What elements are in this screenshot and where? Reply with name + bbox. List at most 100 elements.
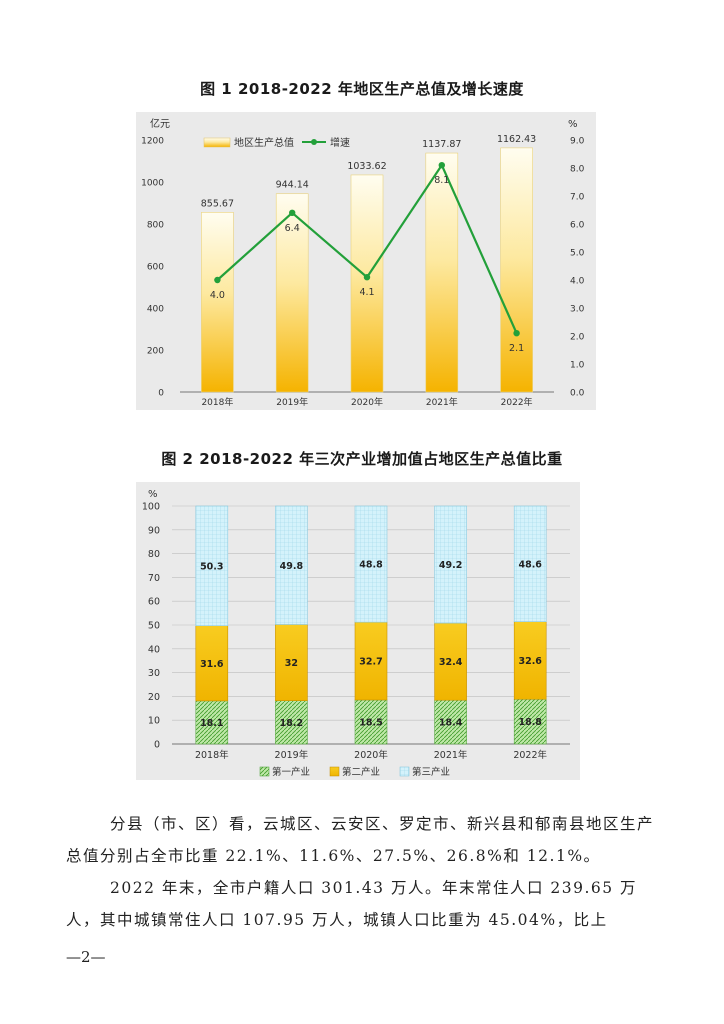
legend: 第一产业 第二产业 第三产业 [259, 766, 450, 778]
legend-tertiary-swatch [399, 766, 410, 777]
segment-value-label: 18.4 [439, 718, 463, 729]
x-tick-label: 2019年 [276, 396, 308, 408]
legend-secondary-label: 第二产业 [342, 766, 380, 778]
x-tick-label: 2021年 [434, 749, 468, 761]
gdp-chart: 亿元 % 地区生产总值 增速 855.67 944.14 1033.62 1137.8… [136, 112, 596, 410]
growth-point [363, 274, 371, 281]
y-tick-label: 200 [147, 347, 164, 357]
x-tick-label: 2019年 [275, 749, 309, 761]
segment-value-label: 18.2 [280, 718, 303, 729]
x-tick-label: 2018年 [201, 396, 233, 408]
legend-secondary-swatch [329, 766, 340, 777]
y-tick-label: 20 [148, 692, 160, 703]
y2-tick-label: 0.0 [570, 389, 585, 399]
gdp-chart-svg: 亿元 % 地区生产总值 增速 855.67 944.14 1033.62 1137.8… [141, 117, 585, 408]
industry-share-chart: % 18.1 31.6 50.3 18.2 32 49.8 18.5 32.7 48.8 18.4… [136, 482, 580, 780]
y-tick-label: 100 [142, 502, 160, 513]
y2-tick-label: 6.0 [570, 221, 585, 231]
segment-value-label: 32.4 [439, 657, 463, 668]
gdp-bar-value-label: 1033.62 [347, 161, 386, 172]
paragraph-county-share: 分县（市、区）看，云城区、云安区、罗定市、新兴县和郁南县地区生产总值分别占全市比… [66, 815, 655, 865]
secondary-industry-segment [513, 621, 547, 700]
growth-value-label: 2.1 [509, 343, 524, 354]
legend-line-label: 增速 [330, 136, 350, 149]
legend-bar-swatch [203, 137, 231, 148]
y-tick-label: 0 [154, 740, 160, 751]
gdp-bar [350, 174, 384, 393]
x-tick-label: 2020年 [354, 749, 388, 761]
page-number: —2— [66, 948, 106, 966]
gdp-bar-value-label: 944.14 [276, 180, 309, 191]
x-tick-label: 2021年 [426, 396, 458, 408]
legend-primary-label: 第一产业 [272, 766, 310, 778]
y-tick-label: 80 [148, 549, 160, 560]
figure2-title: 图 2 2018-2022 年三次产业增加值占地区生产总值比重 [161, 450, 563, 468]
segment-value-label: 32.7 [359, 657, 382, 668]
y-tick-label: 1000 [141, 179, 164, 189]
gdp-bar-value-label: 855.67 [201, 198, 234, 209]
y-tick-label: 70 [148, 573, 160, 584]
industry-share-chart-svg: % 18.1 31.6 50.3 18.2 32 49.8 18.5 32.7 48.8 18.4… [142, 489, 570, 778]
legend-primary-swatch [259, 766, 270, 777]
growth-value-label: 8.1 [434, 175, 449, 186]
growth-value-label: 4.1 [359, 287, 374, 298]
segment-value-label: 18.5 [359, 717, 382, 728]
secondary-industry-segment [275, 624, 308, 701]
growth-point [289, 209, 296, 216]
y-tick-label: 40 [148, 644, 160, 655]
y-tick-label: 800 [147, 221, 164, 231]
y-tick-label: 90 [148, 525, 160, 536]
segment-value-label: 48.8 [359, 560, 383, 571]
y-tick-label: 30 [148, 668, 160, 679]
gdp-bar [500, 147, 533, 393]
gdp-bar [201, 212, 234, 393]
primary-industry-segment [513, 698, 547, 745]
gdp-bar [425, 152, 459, 393]
tertiary-industry-segment [434, 505, 467, 624]
segment-value-label: 32.6 [518, 656, 542, 667]
gdp-bar-value-label: 1162.43 [497, 134, 536, 145]
y2-tick-label: 5.0 [570, 249, 585, 259]
y2-tick-label: 9.0 [570, 137, 585, 147]
growth-point [214, 276, 221, 284]
left-axis-unit: 亿元 [150, 117, 170, 130]
gdp-bar-value-label: 1137.87 [422, 139, 461, 150]
y-axis-unit: % [148, 489, 158, 500]
y-tick-label: 400 [147, 305, 164, 315]
segment-value-label: 48.6 [518, 559, 542, 570]
segment-value-label: 18.1 [200, 718, 223, 729]
secondary-industry-segment [354, 621, 388, 701]
tertiary-industry-segment [275, 505, 308, 625]
y2-tick-label: 4.0 [570, 277, 585, 287]
tertiary-industry-segment [354, 505, 388, 623]
secondary-industry-segment [434, 622, 467, 701]
y2-tick-label: 3.0 [570, 305, 585, 315]
segment-value-label: 50.3 [200, 561, 223, 572]
gdp-bar [275, 193, 309, 393]
segment-value-label: 49.8 [280, 561, 304, 572]
y-tick-label: 600 [147, 263, 164, 273]
segment-value-label: 32 [285, 658, 298, 669]
primary-industry-segment [354, 699, 388, 745]
segment-value-label: 31.6 [200, 659, 224, 670]
primary-industry-segment [434, 699, 467, 745]
primary-industry-segment [275, 700, 308, 745]
growth-point [513, 330, 520, 337]
figure1-title: 图 1 2018-2022 年地区生产总值及增长速度 [200, 80, 524, 98]
growth-value-label: 6.4 [285, 223, 300, 234]
segment-value-label: 49.2 [439, 560, 462, 571]
x-tick-label: 2022年 [501, 396, 533, 408]
y2-tick-label: 8.0 [570, 165, 585, 175]
secondary-industry-segment [195, 625, 229, 702]
growth-value-label: 4.0 [210, 290, 225, 301]
y2-tick-label: 7.0 [570, 193, 585, 203]
x-tick-label: 2022年 [513, 749, 547, 761]
y-tick-label: 60 [148, 597, 160, 608]
y-tick-label: 1200 [141, 137, 164, 147]
y-tick-label: 50 [148, 621, 160, 632]
y-tick-label: 10 [148, 716, 160, 727]
y2-tick-label: 1.0 [570, 361, 585, 371]
tertiary-industry-segment [195, 505, 229, 627]
primary-industry-segment [195, 700, 229, 745]
x-tick-label: 2018年 [195, 749, 229, 761]
